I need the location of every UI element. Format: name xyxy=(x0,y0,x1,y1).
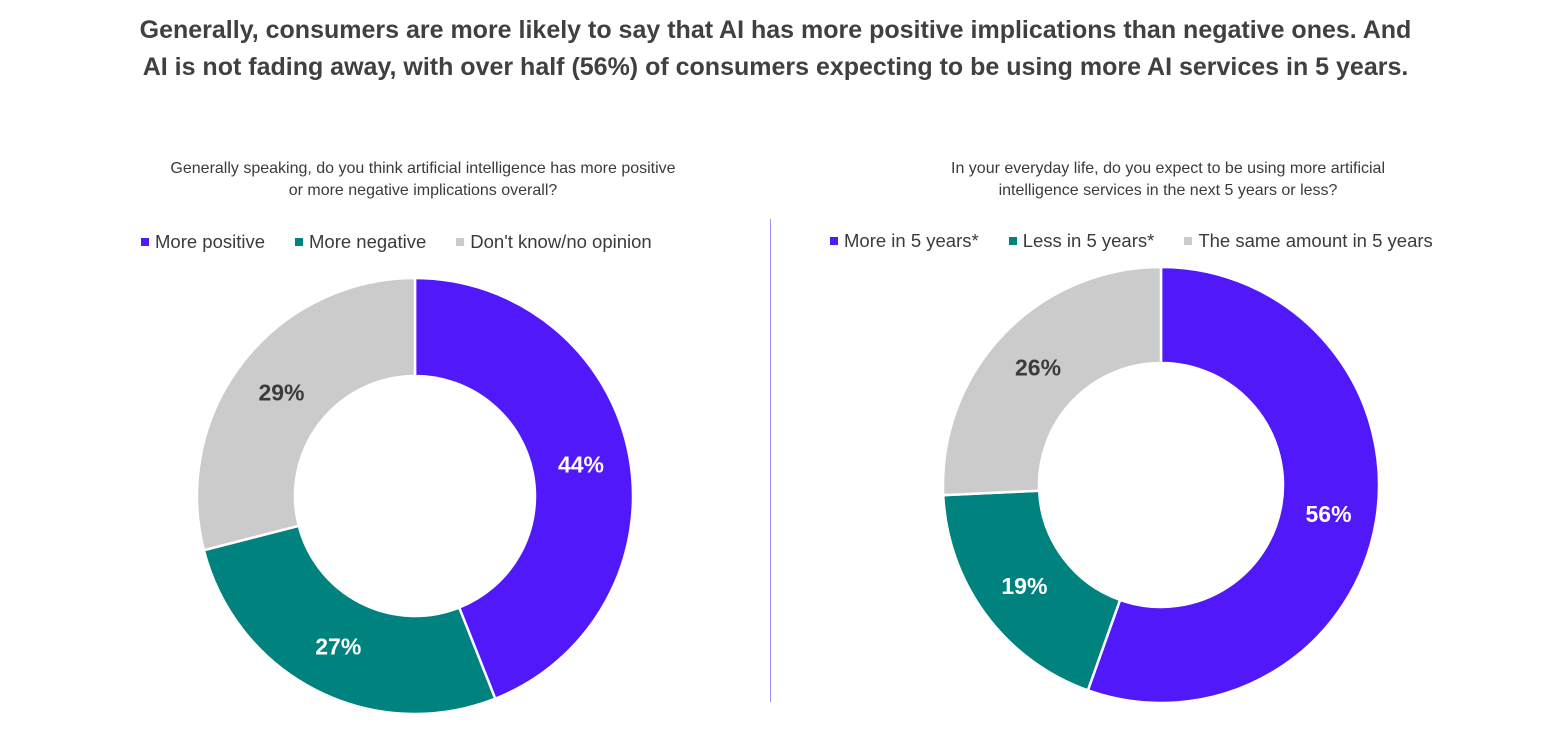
headline-line-1: Generally, consumers are more likely to … xyxy=(139,16,1412,44)
chart-2-legend-item-less: Less in 5 years* xyxy=(1008,230,1155,252)
chart-2-legend-item-same: The same amount in 5 years xyxy=(1184,230,1433,252)
chart-1-label-positive: 44% xyxy=(558,451,604,477)
chart-1-slice-positive xyxy=(413,276,635,701)
chart-1-legend-label-negative: More negative xyxy=(309,231,427,252)
chart-1-legend-swatch-dont-know xyxy=(456,238,465,246)
chart-1-title: Generally speaking, do you think artific… xyxy=(123,158,723,202)
chart-2-title-line-1: In your everyday life, do you expect to … xyxy=(951,160,1385,177)
chart-1-slice-negative xyxy=(202,524,497,716)
chart-2-legend-item-more: More in 5 years* xyxy=(830,230,979,252)
chart-2-legend-label-less: Less in 5 years* xyxy=(1022,230,1155,251)
chart-2-legend: More in 5 years* Less in 5 years* The sa… xyxy=(830,230,1433,252)
headline: Generally, consumers are more likely to … xyxy=(0,12,1551,86)
chart-1-label-dont-know: 29% xyxy=(258,379,304,405)
chart-1-title-line-2: or more negative implications overall? xyxy=(288,182,558,199)
chart-2-title-line-2: intelligence services in the next 5 year… xyxy=(998,182,1338,199)
chart-2-label-same: 26% xyxy=(1015,355,1061,381)
chart-2-slice-more xyxy=(1086,265,1381,705)
chart-1-legend-label-positive: More positive xyxy=(155,231,266,252)
chart-1-slice-dont-know xyxy=(195,276,417,552)
chart-2-legend-swatch-more xyxy=(830,237,838,245)
chart-2-legend-label-more: More in 5 years* xyxy=(844,230,979,251)
chart-2-title: In your everyday life, do you expect to … xyxy=(868,158,1468,202)
chart-1-legend-item-dont-know: Don't know/no opinion xyxy=(456,231,652,253)
chart-2-label-less: 19% xyxy=(1001,573,1047,599)
chart-2-slice-same xyxy=(941,265,1163,497)
chart-1-legend-swatch-negative xyxy=(295,238,304,246)
chart-2-slice-less xyxy=(941,489,1122,692)
chart-1-legend-swatch-positive xyxy=(141,238,149,246)
chart-1-donut: 44% 27% 29% xyxy=(195,276,635,716)
chart-2-label-more: 56% xyxy=(1305,501,1351,527)
chart-1-label-negative: 27% xyxy=(315,634,361,660)
chart-divider xyxy=(770,219,771,702)
chart-1-legend-item-negative: More negative xyxy=(295,231,426,253)
headline-line-2: AI is not fading away, with over half (5… xyxy=(142,53,1409,81)
chart-2-legend-swatch-less xyxy=(1008,237,1017,245)
chart-1-legend-item-positive: More positive xyxy=(141,231,265,253)
chart-1-title-line-1: Generally speaking, do you think artific… xyxy=(170,160,676,177)
chart-1-legend-label-dont-know: Don't know/no opinion xyxy=(470,231,652,252)
chart-1-legend: More positive More negative Don't know/n… xyxy=(141,231,652,253)
chart-2-legend-swatch-same xyxy=(1184,237,1193,245)
chart-2-donut: 56% 19% 26% xyxy=(941,265,1381,705)
chart-2-legend-label-same: The same amount in 5 years xyxy=(1198,230,1433,251)
